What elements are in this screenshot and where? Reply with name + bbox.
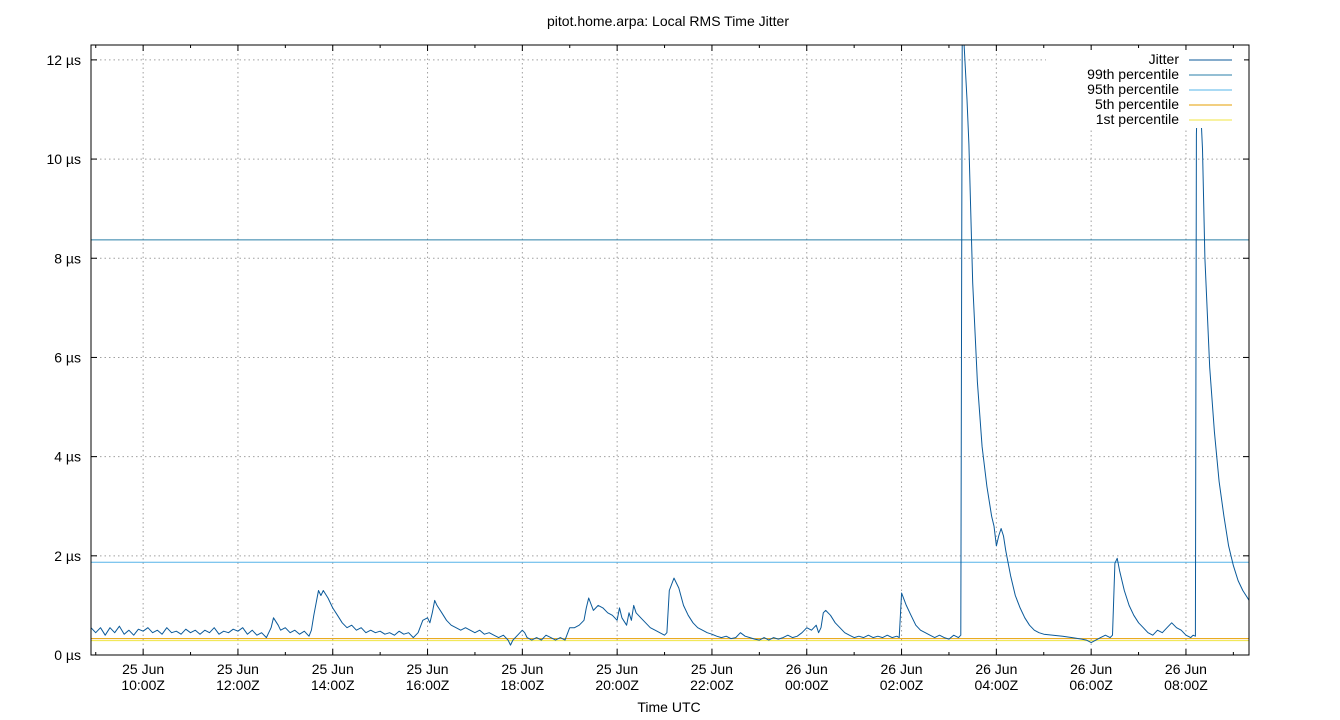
legend-label: 1st percentile xyxy=(1096,111,1179,127)
x-tick-day-label: 26 Jun xyxy=(881,661,923,677)
y-tick-label: 10 µs xyxy=(46,151,81,167)
y-tick-label: 6 µs xyxy=(54,349,81,365)
x-tick-time-label: 12:00Z xyxy=(216,677,260,693)
grid-lines xyxy=(91,45,1249,655)
y-tick-label: 12 µs xyxy=(46,52,81,68)
y-tick-label: 2 µs xyxy=(54,548,81,564)
x-tick-time-label: 08:00Z xyxy=(1164,677,1208,693)
x-tick-time-label: 04:00Z xyxy=(975,677,1019,693)
x-tick-day-label: 25 Jun xyxy=(596,661,638,677)
x-tick-day-label: 25 Jun xyxy=(312,661,354,677)
x-axis-label: Time UTC xyxy=(637,699,700,715)
jitter-series xyxy=(91,45,1249,646)
legend-label: 5th percentile xyxy=(1095,96,1179,112)
x-tick-day-label: 26 Jun xyxy=(786,661,828,677)
legend-label: Jitter xyxy=(1149,51,1180,67)
chart-title: pitot.home.arpa: Local RMS Time Jitter xyxy=(547,13,789,29)
y-tick-label: 8 µs xyxy=(54,250,81,266)
legend-label: 99th percentile xyxy=(1087,66,1179,82)
y-axis-ticks: 0 µs 2 µs 4 µs 6 µs 8 µs 10 µs 12 µs xyxy=(46,52,1249,663)
jitter-line xyxy=(91,45,1249,646)
y-tick-label: 4 µs xyxy=(54,449,81,465)
x-tick-time-label: 00:00Z xyxy=(785,677,829,693)
legend-background xyxy=(1046,50,1244,128)
x-tick-time-label: 06:00Z xyxy=(1069,677,1113,693)
x-tick-day-label: 26 Jun xyxy=(975,661,1017,677)
plot-frame xyxy=(90,44,1250,656)
x-tick-time-label: 22:00Z xyxy=(690,677,734,693)
x-tick-time-label: 10:00Z xyxy=(121,677,165,693)
x-tick-day-label: 25 Jun xyxy=(501,661,543,677)
x-tick-day-label: 25 Jun xyxy=(407,661,449,677)
x-tick-time-label: 20:00Z xyxy=(595,677,639,693)
x-tick-time-label: 16:00Z xyxy=(406,677,450,693)
x-tick-time-label: 18:00Z xyxy=(501,677,545,693)
x-tick-day-label: 25 Jun xyxy=(691,661,733,677)
x-tick-time-label: 14:00Z xyxy=(311,677,355,693)
percentile-lines xyxy=(91,239,1249,642)
y-tick-label: 0 µs xyxy=(54,647,81,663)
x-tick-time-label: 02:00Z xyxy=(880,677,924,693)
x-tick-day-label: 25 Jun xyxy=(217,661,259,677)
legend-label: 95th percentile xyxy=(1087,81,1179,97)
x-tick-day-label: 25 Jun xyxy=(122,661,164,677)
x-tick-day-label: 26 Jun xyxy=(1165,661,1207,677)
x-tick-day-label: 26 Jun xyxy=(1070,661,1112,677)
